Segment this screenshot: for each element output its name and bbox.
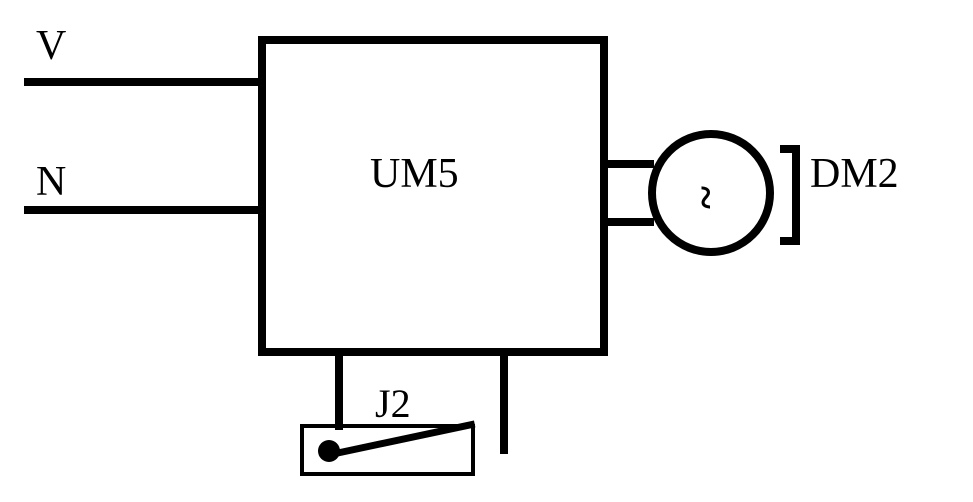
wire-motor-bottom (608, 218, 654, 226)
main-box-um5 (258, 36, 608, 356)
tilde-icon: ~ (680, 186, 731, 209)
wire-relay-left (335, 356, 343, 430)
label-dm2: DM2 (810, 150, 899, 198)
wire-relay-right (500, 356, 508, 454)
wire-motor-top (608, 160, 654, 168)
label-n: N (36, 158, 66, 206)
wire-n-input (24, 206, 258, 214)
label-j2: J2 (375, 380, 411, 427)
label-v: V (36, 22, 66, 70)
bracket-dm2 (780, 145, 800, 245)
wire-v-input (24, 78, 258, 86)
